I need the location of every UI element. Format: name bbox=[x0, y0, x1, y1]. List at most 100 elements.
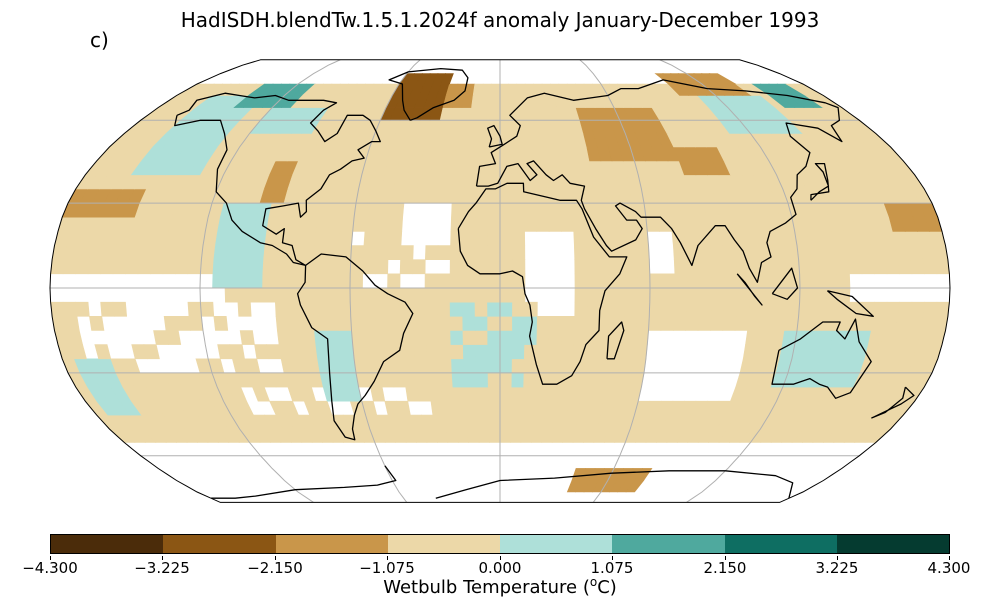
anomaly-cell bbox=[922, 259, 938, 275]
anomaly-cell bbox=[858, 245, 874, 260]
anomaly-cell bbox=[708, 231, 724, 246]
anomaly-cell bbox=[201, 245, 216, 260]
anomaly-cell bbox=[471, 95, 483, 108]
anomaly-cell bbox=[499, 216, 513, 232]
anomaly-cell bbox=[274, 301, 289, 317]
anomaly-cell bbox=[649, 273, 663, 289]
anomaly-cell bbox=[338, 231, 354, 246]
anomaly-cell bbox=[560, 216, 575, 232]
anomaly-cell bbox=[363, 330, 378, 345]
anomaly-cell bbox=[488, 428, 501, 443]
colorbar-tick-label: −2.150 bbox=[247, 559, 303, 577]
anomaly-cell bbox=[636, 287, 651, 303]
anomaly-cell bbox=[327, 216, 343, 232]
anomaly-cell bbox=[548, 344, 562, 360]
anomaly-cell bbox=[635, 316, 650, 331]
anomaly-cell bbox=[698, 301, 713, 317]
anomaly-cell bbox=[511, 386, 524, 402]
anomaly-cell bbox=[215, 231, 231, 246]
anomaly-cell bbox=[375, 330, 390, 345]
anomaly-cell bbox=[510, 428, 523, 443]
anomaly-cell bbox=[239, 330, 255, 345]
anomaly-cell bbox=[314, 231, 329, 246]
anomaly-cell bbox=[224, 287, 239, 303]
anomaly-cell bbox=[300, 245, 315, 260]
anomaly-cell bbox=[432, 146, 447, 162]
anomaly-cell bbox=[487, 344, 501, 360]
anomaly-cell bbox=[521, 146, 534, 162]
colorbar-bin-1 bbox=[51, 535, 164, 553]
anomaly-cell bbox=[250, 245, 266, 260]
anomaly-cell bbox=[621, 344, 636, 360]
anomaly-cell bbox=[324, 301, 339, 317]
anomaly-cell bbox=[609, 216, 624, 232]
anomaly-cell bbox=[437, 273, 451, 289]
anomaly-cell bbox=[324, 287, 339, 303]
anomaly-cell bbox=[440, 174, 455, 190]
anomaly-cell bbox=[452, 386, 466, 402]
anomaly-cell bbox=[432, 414, 447, 430]
anomaly-cell bbox=[412, 287, 426, 303]
anomaly-cell bbox=[536, 216, 550, 232]
anomaly-cell bbox=[329, 202, 345, 218]
anomaly-cell bbox=[488, 400, 501, 416]
anomaly-cell bbox=[337, 287, 351, 303]
anomaly-cell bbox=[462, 273, 476, 289]
anomaly-cell bbox=[463, 188, 477, 204]
anomaly-cell bbox=[212, 273, 226, 289]
colorbar-tick-label: 1.075 bbox=[590, 559, 634, 577]
anomaly-cell bbox=[387, 301, 401, 317]
anomaly-cell bbox=[443, 414, 457, 430]
anomaly-cell bbox=[511, 231, 526, 246]
anomaly-cell bbox=[365, 358, 381, 374]
graticule-lines bbox=[50, 59, 950, 503]
anomaly-cell bbox=[417, 386, 432, 402]
anomaly-cell bbox=[375, 316, 389, 331]
anomaly-cell bbox=[465, 160, 478, 176]
anomaly-cell bbox=[391, 188, 407, 204]
anomaly-cell bbox=[414, 358, 429, 374]
anomaly-cell bbox=[475, 202, 489, 218]
anomaly-cell bbox=[490, 83, 501, 96]
anomaly-cell bbox=[511, 330, 526, 345]
anomaly-cell bbox=[872, 259, 888, 275]
anomaly-cell bbox=[546, 372, 561, 388]
anomaly-cell bbox=[442, 160, 456, 176]
anomaly-cell bbox=[761, 273, 776, 289]
anomaly-cell bbox=[711, 301, 726, 317]
anomaly-cell bbox=[237, 287, 251, 303]
anomaly-cell bbox=[635, 245, 650, 260]
anomaly-cell bbox=[648, 301, 663, 317]
anomaly-cell bbox=[636, 301, 651, 317]
anomaly-cell bbox=[885, 301, 900, 317]
anomaly-cell bbox=[595, 202, 610, 218]
anomaly-cell bbox=[349, 301, 364, 317]
colorbar-tick bbox=[725, 556, 726, 560]
anomaly-cell bbox=[836, 273, 851, 289]
anomaly-cell bbox=[427, 188, 442, 204]
anomaly-cell bbox=[474, 245, 488, 260]
anomaly-cell bbox=[487, 372, 501, 388]
anomaly-cell bbox=[445, 428, 459, 443]
anomaly-cell bbox=[626, 386, 642, 402]
anomaly-cell bbox=[50, 259, 65, 275]
anomaly-cell bbox=[488, 160, 501, 176]
anomaly-cell bbox=[708, 73, 737, 85]
anomaly-cell bbox=[200, 259, 215, 275]
anomaly-cell bbox=[910, 259, 925, 275]
anomaly-cell bbox=[555, 160, 570, 176]
anomaly-cell bbox=[453, 160, 467, 176]
anomaly-cell bbox=[62, 301, 78, 317]
anomaly-cell bbox=[545, 386, 560, 402]
anomaly-cell bbox=[559, 358, 574, 374]
anomaly-cell bbox=[427, 372, 442, 388]
anomaly-cell bbox=[274, 259, 289, 275]
anomaly-cell bbox=[312, 287, 326, 303]
coastline bbox=[826, 290, 874, 317]
anomaly-cell bbox=[520, 428, 533, 443]
anomaly-cell bbox=[710, 316, 725, 331]
anomaly-cell bbox=[499, 358, 513, 374]
anomaly-cell bbox=[252, 386, 271, 402]
anomaly-cell bbox=[522, 400, 535, 416]
anomaly-cell bbox=[213, 245, 229, 260]
